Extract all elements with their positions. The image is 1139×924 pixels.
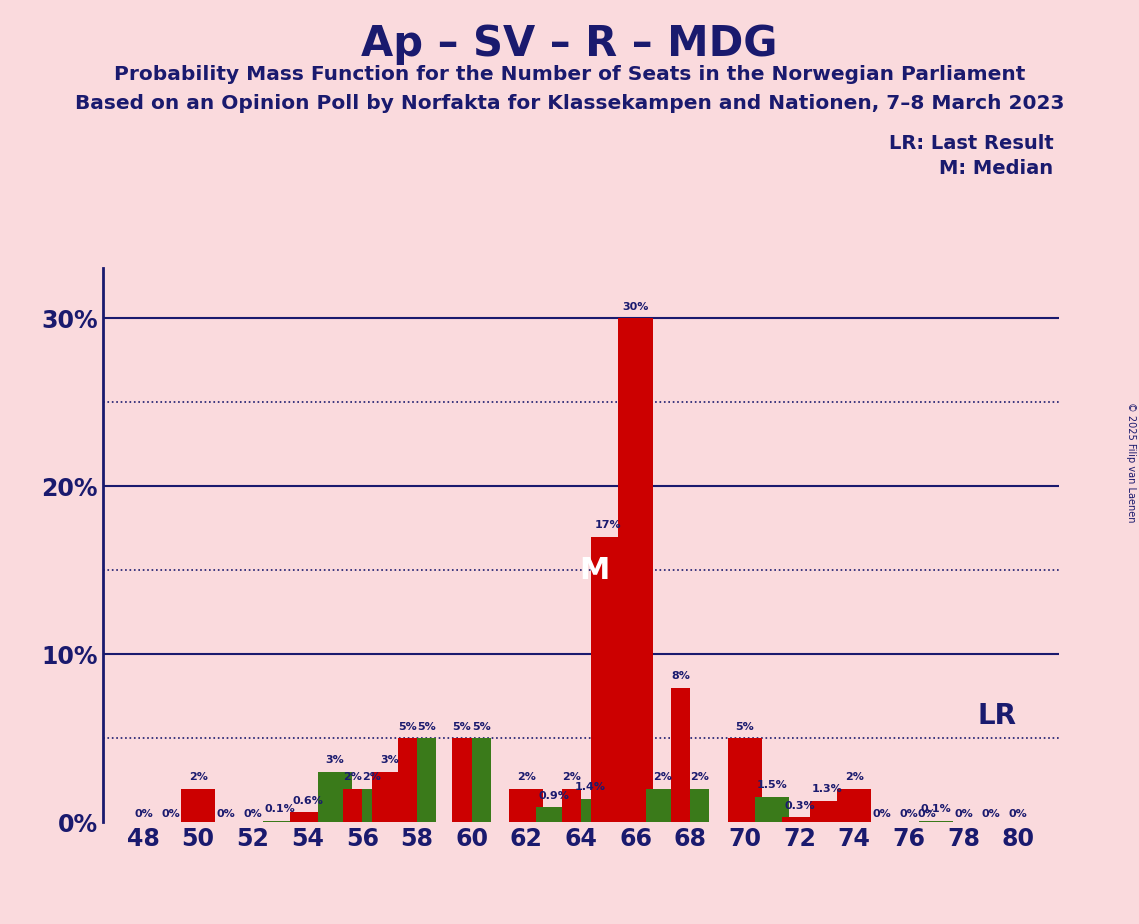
Text: 5%: 5% xyxy=(472,722,491,732)
Text: 2%: 2% xyxy=(517,772,535,782)
Text: LR: LR xyxy=(977,702,1016,730)
Text: Based on an Opinion Poll by Norfakta for Klassekampen and Nationen, 7–8 March 20: Based on an Opinion Poll by Norfakta for… xyxy=(75,94,1064,114)
Bar xyxy=(362,789,382,822)
Text: 2%: 2% xyxy=(343,772,362,782)
Text: 0.9%: 0.9% xyxy=(538,791,570,800)
Bar xyxy=(671,688,690,822)
Text: 1.3%: 1.3% xyxy=(812,784,842,794)
Bar xyxy=(919,821,953,822)
Bar xyxy=(318,772,352,822)
Bar xyxy=(452,738,472,822)
Text: 0%: 0% xyxy=(954,809,973,819)
Bar xyxy=(343,789,362,822)
Bar xyxy=(417,738,436,822)
Text: LR: Last Result: LR: Last Result xyxy=(888,134,1054,153)
Bar xyxy=(810,800,844,822)
Bar xyxy=(263,821,297,822)
Text: © 2025 Filip van Laenen: © 2025 Filip van Laenen xyxy=(1126,402,1136,522)
Text: 5%: 5% xyxy=(417,722,436,732)
Text: 0.3%: 0.3% xyxy=(785,800,814,810)
Text: 1.5%: 1.5% xyxy=(757,781,787,790)
Bar xyxy=(755,797,789,822)
Text: 5%: 5% xyxy=(452,722,472,732)
Text: 0%: 0% xyxy=(244,809,262,819)
Text: 2%: 2% xyxy=(189,772,207,782)
Bar xyxy=(728,738,762,822)
Bar xyxy=(472,738,491,822)
Bar xyxy=(398,738,417,822)
Text: 0%: 0% xyxy=(1009,809,1027,819)
Bar xyxy=(562,789,581,822)
Text: 3%: 3% xyxy=(326,755,344,765)
Text: 2%: 2% xyxy=(362,772,382,782)
Text: 5%: 5% xyxy=(398,722,417,732)
Text: 0%: 0% xyxy=(216,809,235,819)
Bar xyxy=(646,789,680,822)
Text: 1.4%: 1.4% xyxy=(575,782,606,792)
Text: 2%: 2% xyxy=(845,772,863,782)
Text: M: M xyxy=(580,556,609,585)
Bar xyxy=(290,812,325,822)
Bar xyxy=(581,799,600,822)
Text: 30%: 30% xyxy=(622,301,649,311)
Bar xyxy=(536,808,571,822)
Bar xyxy=(591,537,625,822)
Bar xyxy=(509,789,543,822)
Bar xyxy=(372,772,407,822)
Text: 0.1%: 0.1% xyxy=(921,804,951,814)
Text: 2%: 2% xyxy=(654,772,672,782)
Text: Probability Mass Function for the Number of Seats in the Norwegian Parliament: Probability Mass Function for the Number… xyxy=(114,65,1025,84)
Text: 3%: 3% xyxy=(380,755,399,765)
Bar xyxy=(618,319,653,822)
Text: 0%: 0% xyxy=(917,809,936,819)
Text: 0.1%: 0.1% xyxy=(265,804,295,814)
Text: 0%: 0% xyxy=(982,809,1000,819)
Bar xyxy=(837,789,871,822)
Text: 5%: 5% xyxy=(736,722,754,732)
Bar xyxy=(690,789,710,822)
Text: 0.6%: 0.6% xyxy=(292,796,323,806)
Text: 2%: 2% xyxy=(562,772,581,782)
Text: 2%: 2% xyxy=(690,772,710,782)
Text: 0%: 0% xyxy=(900,809,918,819)
Text: 0%: 0% xyxy=(872,809,891,819)
Text: 0%: 0% xyxy=(134,809,153,819)
Text: 17%: 17% xyxy=(595,520,622,530)
Bar xyxy=(782,818,817,822)
Text: M: Median: M: Median xyxy=(940,159,1054,178)
Text: Ap – SV – R – MDG: Ap – SV – R – MDG xyxy=(361,23,778,65)
Text: 8%: 8% xyxy=(671,671,690,681)
Text: 0%: 0% xyxy=(162,809,180,819)
Bar xyxy=(181,789,215,822)
